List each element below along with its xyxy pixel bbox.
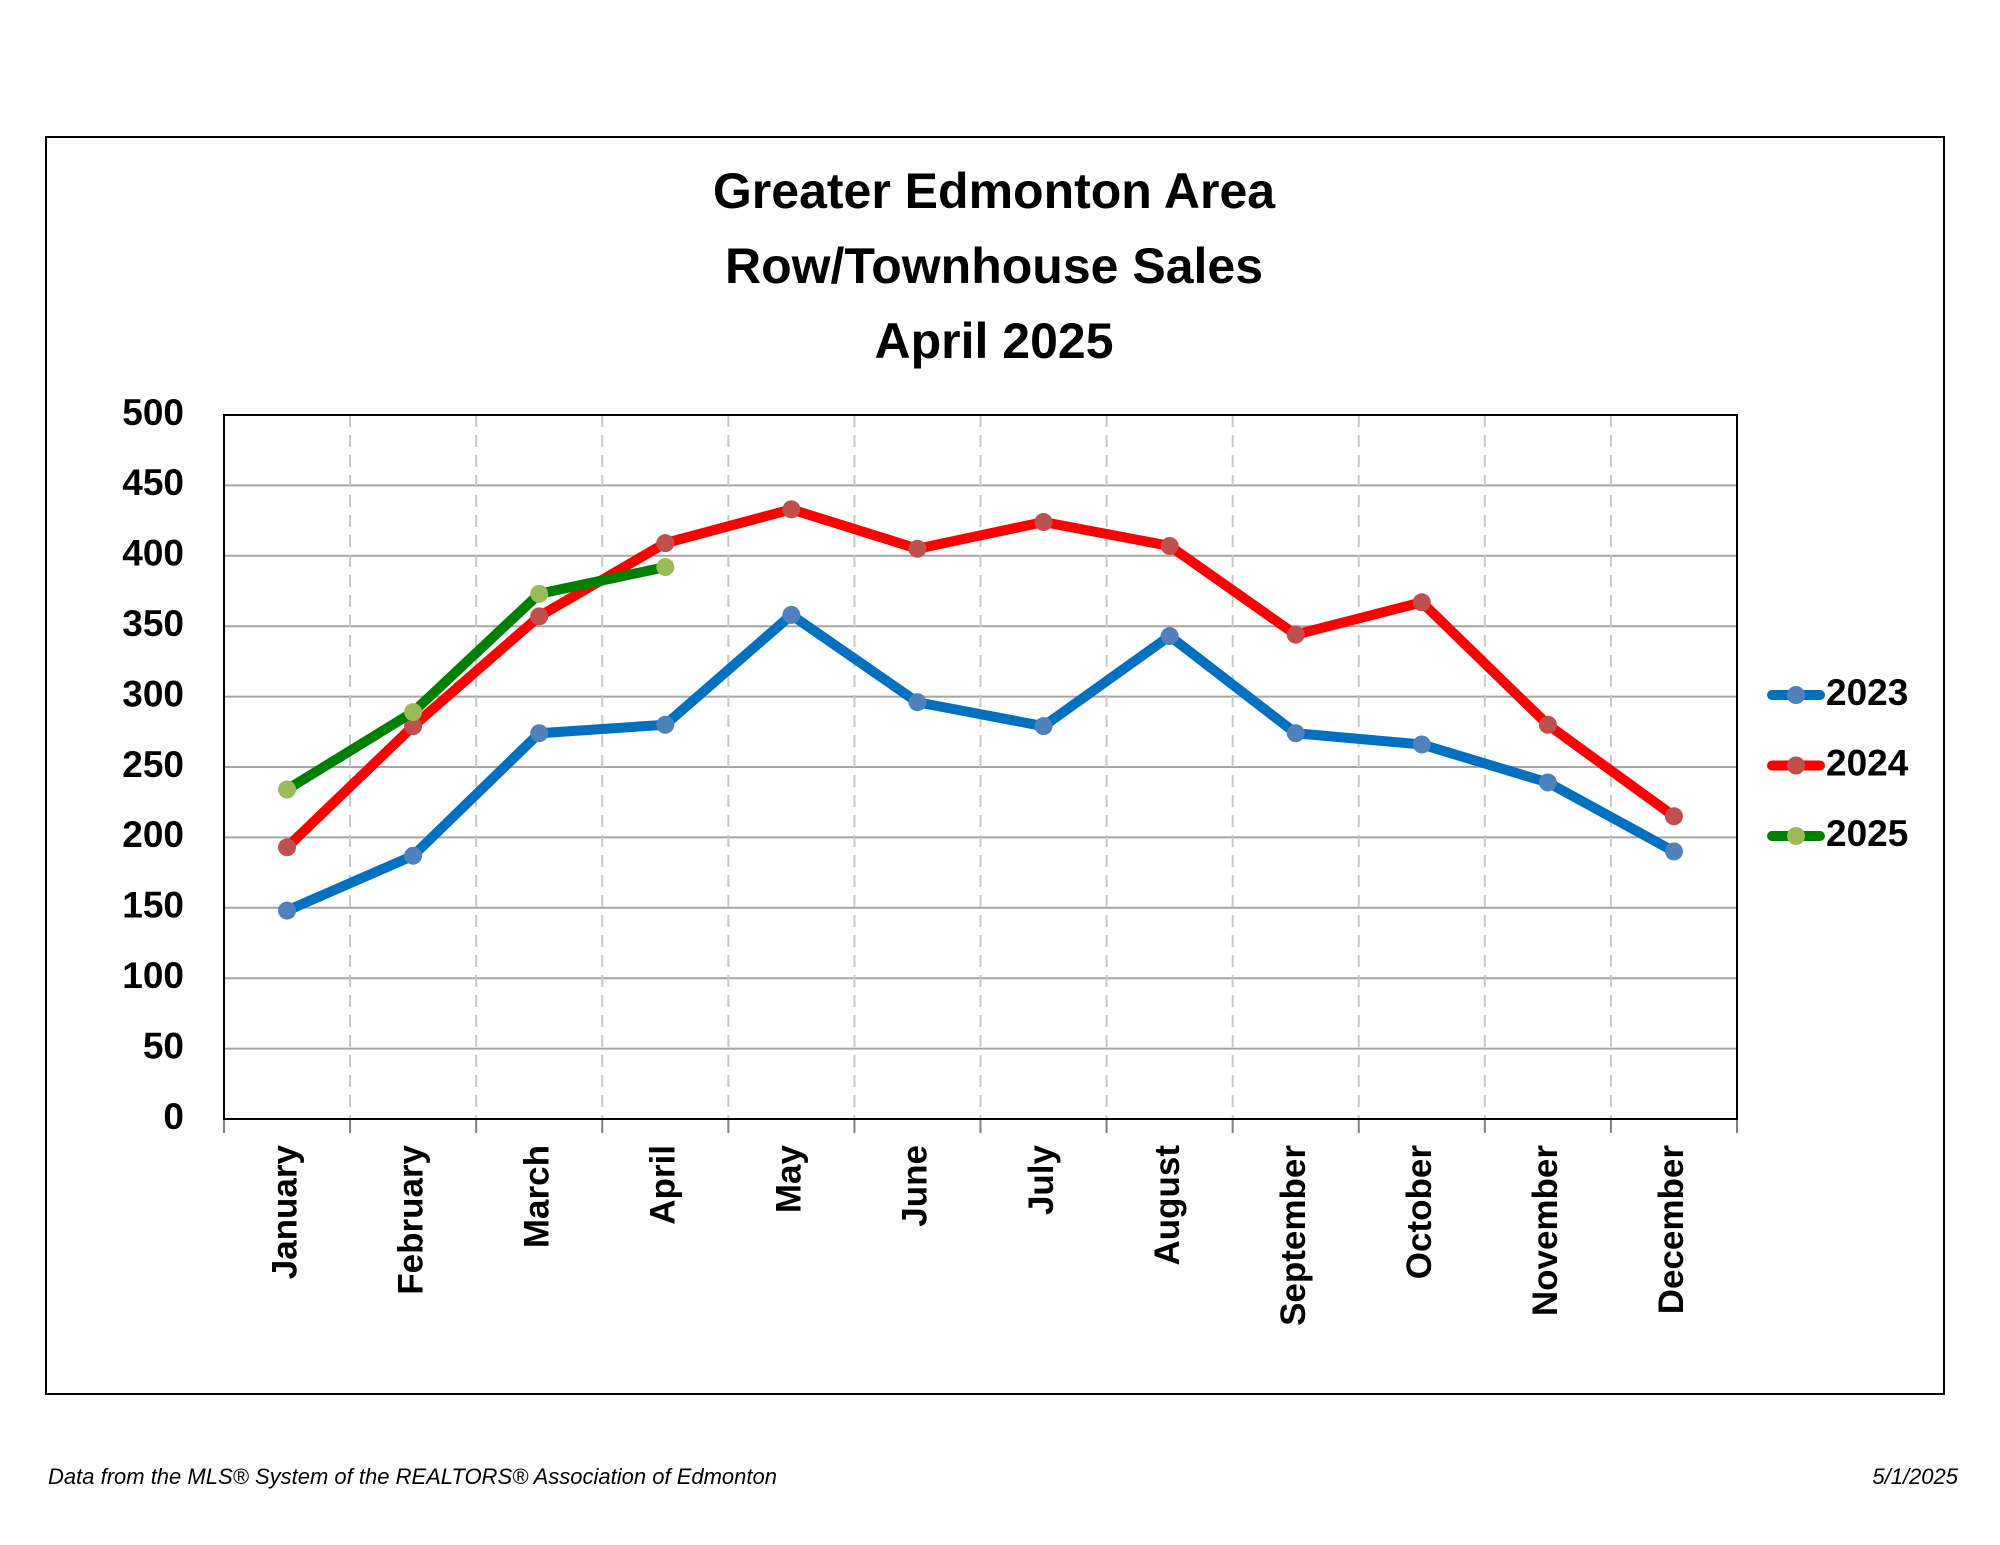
data-point <box>1412 735 1431 754</box>
y-tick-label: 150 <box>122 885 184 926</box>
data-point <box>404 703 423 722</box>
data-point <box>278 838 297 857</box>
legend-marker <box>1787 827 1805 845</box>
data-point <box>530 607 549 626</box>
x-tick-label: July <box>1022 1144 1061 1215</box>
legend-marker <box>1787 686 1805 704</box>
x-tick-label: February <box>391 1144 430 1294</box>
data-point <box>782 605 801 624</box>
x-tick-label: April <box>644 1145 683 1225</box>
data-point <box>404 846 423 865</box>
legend-label: 2025 <box>1826 813 1908 854</box>
legend-label: 2023 <box>1826 672 1908 713</box>
data-point <box>782 500 801 519</box>
data-point <box>1538 773 1557 792</box>
data-point <box>1160 536 1179 555</box>
y-tick-label: 200 <box>122 814 184 855</box>
chart-title: April 2025 <box>874 313 1113 369</box>
data-point <box>908 539 927 558</box>
y-tick-label: 350 <box>122 603 184 644</box>
plot-border <box>223 414 1738 1120</box>
data-point <box>1664 807 1683 826</box>
y-tick-label: 300 <box>122 673 184 714</box>
data-point <box>656 715 675 734</box>
data-point <box>1412 593 1431 612</box>
y-tick-label: 250 <box>122 744 184 785</box>
x-tick-label: August <box>1148 1145 1187 1266</box>
data-point <box>1538 715 1557 734</box>
chart-title: Row/Townhouse Sales <box>725 238 1263 294</box>
x-tick-label: September <box>1274 1145 1313 1326</box>
x-tick-label: January <box>265 1144 304 1279</box>
data-point <box>1286 625 1305 644</box>
source-note: Data from the MLS® System of the REALTOR… <box>48 1464 777 1489</box>
y-tick-label: 50 <box>143 1025 184 1066</box>
date-note: 5/1/2025 <box>1872 1464 1958 1489</box>
data-point <box>404 717 423 736</box>
data-point <box>656 558 675 577</box>
series-line <box>284 562 667 794</box>
series-line <box>285 609 1677 916</box>
x-tick-label: May <box>770 1144 809 1213</box>
data-point <box>1034 717 1053 736</box>
data-point <box>1034 513 1053 532</box>
y-tick-label: 100 <box>122 955 184 996</box>
legend-label: 2024 <box>1826 742 1909 783</box>
y-tick-label: 500 <box>122 392 184 433</box>
y-tick-label: 450 <box>122 462 184 503</box>
data-point <box>1160 627 1179 646</box>
y-tick-label: 0 <box>163 1096 184 1137</box>
data-point <box>278 780 297 799</box>
x-tick-label: October <box>1400 1145 1439 1280</box>
data-point <box>530 584 549 603</box>
x-tick-label: December <box>1652 1145 1691 1315</box>
data-point <box>908 693 927 712</box>
chart-title: Greater Edmonton Area <box>713 163 1276 219</box>
data-point <box>278 901 297 920</box>
data-point <box>530 724 549 743</box>
x-tick-label: November <box>1526 1145 1565 1317</box>
y-tick-label: 400 <box>122 533 184 574</box>
data-point <box>1286 724 1305 743</box>
data-point <box>1664 842 1683 861</box>
x-tick-label: March <box>517 1145 556 1248</box>
series-line <box>283 504 1677 851</box>
x-tick-label: June <box>896 1145 935 1227</box>
legend-marker <box>1787 756 1805 775</box>
data-point <box>656 534 675 553</box>
